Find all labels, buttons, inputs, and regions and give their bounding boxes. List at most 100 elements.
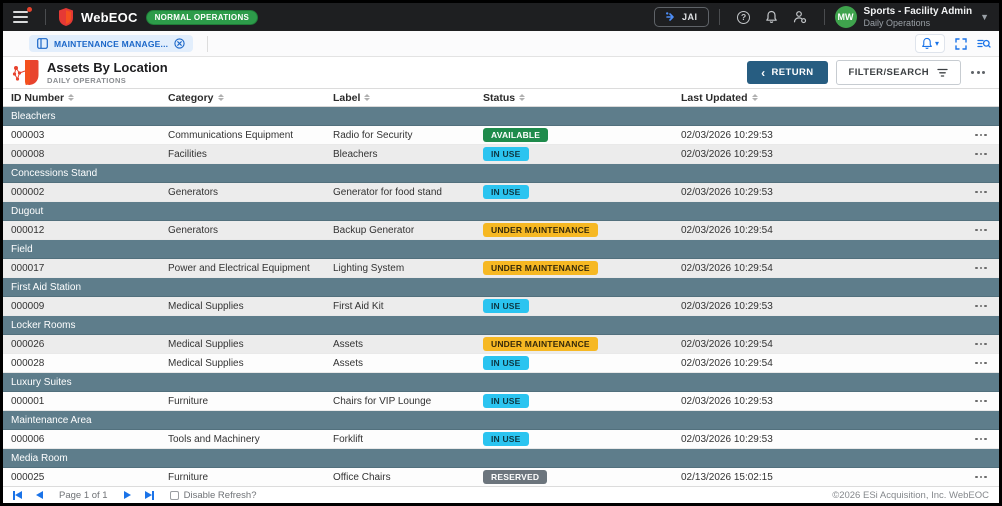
row-actions-button[interactable] [963,304,999,308]
footer-bar: Page 1 of 1 Disable Refresh? ©2026 ESi A… [3,486,999,503]
copyright-text: ©2026 ESi Acquisition, Inc. WebEOC [832,489,989,501]
cell-label: Backup Generator [333,224,415,236]
disable-refresh-checkbox[interactable] [169,490,179,500]
disable-refresh-label: Disable Refresh? [183,489,257,501]
row-actions-button[interactable] [963,152,999,156]
table-body: Bleachers 000003 Communications Equipment R… [3,107,999,486]
cell-last-updated: 02/03/2026 10:29:54 [681,224,773,236]
cell-id-number: 000028 [11,357,45,369]
close-tab-icon[interactable] [174,38,185,49]
help-icon[interactable]: ? [733,6,755,28]
cell-status: UNDER MAINTENANCE [483,336,681,352]
table-row[interactable]: 000008 Facilities Bleachers IN USE 02/03/202… [3,145,999,164]
cell-category: Medical Supplies [168,357,244,369]
next-page-button[interactable] [123,491,131,499]
column-header-id[interactable]: ID Number [11,92,168,104]
divider [718,9,720,25]
jai-button[interactable]: JAI [654,7,709,27]
jai-icon [665,11,677,23]
notification-dot [27,7,32,12]
table-row[interactable]: 000017 Power and Electrical Equipment Ligh… [3,259,999,278]
cell-category: Facilities [168,148,207,160]
table-row[interactable]: 000003 Communications Equipment Radio for … [3,126,999,145]
fullscreen-icon[interactable] [955,37,967,50]
divider [823,9,825,25]
row-actions-button[interactable] [963,475,999,479]
board-header: Assets By Location DAILY OPERATIONS ‹ RE… [3,57,999,89]
first-page-button[interactable] [13,490,22,500]
cell-label: Radio for Security [333,129,413,141]
user-menu[interactable]: Sports - Facility Admin Daily Operations [864,6,973,28]
board-icon [37,38,48,49]
sort-icon[interactable] [364,94,371,101]
cell-last-updated: 02/13/2026 15:02:15 [681,471,773,483]
row-actions-button[interactable] [963,342,999,346]
search-in-board-icon[interactable] [977,38,991,50]
row-actions-button[interactable] [963,437,999,441]
column-header-category[interactable]: Category [168,92,333,104]
board-notifications-dropdown[interactable]: ▾ [914,34,945,53]
bell-icon[interactable] [761,6,783,28]
cell-id-number: 000025 [11,471,45,483]
table-row[interactable]: 000026 Medical Supplies Assets UNDER MAINTE… [3,335,999,354]
divider [45,9,46,25]
row-actions-button[interactable] [963,399,999,403]
table-row[interactable]: 000025 Furniture Office Chairs RESERVED 02/1… [3,468,999,486]
top-bar: WebEOC NORMAL OPERATIONS JAI ? [3,3,999,31]
hamburger-menu-icon[interactable] [13,7,33,26]
previous-page-button[interactable] [36,491,43,499]
group-header-row: Bleachers [3,107,999,126]
sort-icon[interactable] [68,94,75,101]
sort-icon[interactable] [751,94,758,101]
return-button[interactable]: ‹ RETURN [747,61,828,84]
user-settings-icon[interactable] [789,6,811,28]
disable-refresh-toggle[interactable]: Disable Refresh? [169,489,257,501]
pagination: Page 1 of 1 [13,490,154,501]
chevron-down-icon[interactable]: ▼ [980,12,989,22]
status-chip: IN USE [483,146,529,162]
cell-category: Furniture [168,471,209,483]
cell-last-updated: 02/03/2026 10:29:53 [681,433,773,445]
row-actions-button[interactable] [963,266,999,270]
avatar[interactable]: MW [834,6,857,28]
status-chip: UNDER MAINTENANCE [483,336,598,352]
filter-icon [937,68,948,78]
filter-search-button[interactable]: FILTER/SEARCH [835,60,961,85]
board-more-options-button[interactable] [969,67,987,78]
cell-label: Lighting System [333,262,405,274]
status-chip: IN USE [483,184,529,200]
row-actions-button[interactable] [963,190,999,194]
column-header-status[interactable]: Status [483,92,681,104]
sort-icon[interactable] [519,94,526,101]
group-header-row: Maintenance Area [3,411,999,430]
cell-category: Tools and Machinery [168,433,260,445]
column-header-label[interactable]: Label [333,92,483,104]
sort-icon[interactable] [217,94,224,101]
last-page-button[interactable] [144,490,154,500]
app-window: WebEOC NORMAL OPERATIONS JAI ? [3,3,999,503]
table-row[interactable]: 000028 Medical Supplies Assets IN USE 02/03/… [3,354,999,373]
table-row[interactable]: 000012 Generators Backup Generator UNDER MA… [3,221,999,240]
cell-label: First Aid Kit [333,300,384,312]
group-header-row: Locker Rooms [3,316,999,335]
status-chip: UNDER MAINTENANCE [483,222,598,238]
table-row[interactable]: 000006 Tools and Machinery Forklift IN USE 0… [3,430,999,449]
table-row[interactable]: 000001 Furniture Chairs for VIP Lounge IN U… [3,392,999,411]
tab-maintenance-manager[interactable]: MAINTENANCE MANAGE... [29,35,194,52]
cell-id-number: 000002 [11,186,45,198]
cell-category: Power and Electrical Equipment [168,262,310,274]
group-header-row: First Aid Station [3,278,999,297]
row-actions-button[interactable] [963,228,999,232]
cell-last-updated: 02/03/2026 10:29:53 [681,300,773,312]
cell-last-updated: 02/03/2026 10:29:54 [681,262,773,274]
cell-category: Medical Supplies [168,300,244,312]
column-header-last-updated[interactable]: Last Updated [681,92,963,104]
row-actions-button[interactable] [963,361,999,365]
table-row[interactable]: 000009 Medical Supplies First Aid Kit IN US… [3,297,999,316]
row-actions-button[interactable] [963,133,999,137]
cell-category: Communications Equipment [168,129,294,141]
table-row[interactable]: 000002 Generators Generator for food stand… [3,183,999,202]
cell-last-updated: 02/03/2026 10:29:54 [681,338,773,350]
page-indicator: Page 1 of 1 [59,489,108,501]
status-chip: AVAILABLE [483,127,549,143]
